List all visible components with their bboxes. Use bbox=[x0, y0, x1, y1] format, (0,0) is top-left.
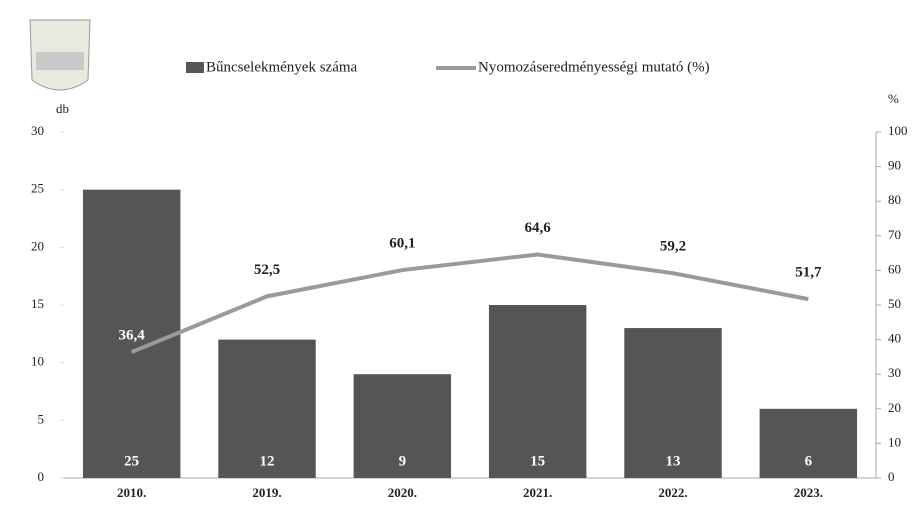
y-axis-label: db bbox=[56, 101, 69, 116]
line-value-label: 52,5 bbox=[254, 262, 280, 278]
bar bbox=[218, 339, 316, 478]
y2-tick-label: 100 bbox=[888, 123, 908, 138]
y-tick-label: 10 bbox=[31, 354, 44, 369]
y-tick-label: 5 bbox=[38, 411, 45, 426]
x-tick-label: 2020. bbox=[388, 485, 417, 500]
y-tick-label: 15 bbox=[31, 296, 44, 311]
y2-tick-label: 90 bbox=[888, 158, 901, 173]
y2-tick-label: 0 bbox=[888, 469, 895, 484]
bar-value-label: 13 bbox=[666, 453, 681, 469]
bar-value-label: 12 bbox=[260, 453, 275, 469]
line-value-label: 64,6 bbox=[525, 220, 552, 236]
y2-tick-label: 40 bbox=[888, 331, 901, 346]
x-tick-label: 2023. bbox=[794, 485, 823, 500]
y2-tick-label: 10 bbox=[888, 434, 901, 449]
x-tick-label: 2022. bbox=[658, 485, 687, 500]
y-tick-label: 30 bbox=[31, 123, 44, 138]
bar-value-label: 25 bbox=[124, 453, 139, 469]
y-tick-label: 0 bbox=[38, 469, 45, 484]
legend-label: Nyomozáseredményességi mutató (%) bbox=[478, 59, 710, 75]
line-value-label: 59,2 bbox=[660, 239, 686, 255]
x-tick-label: 2021. bbox=[523, 485, 552, 500]
bar bbox=[488, 305, 587, 478]
legend-swatch bbox=[186, 62, 204, 73]
bar bbox=[353, 374, 452, 478]
x-tick-label: 2019. bbox=[252, 485, 281, 500]
line-value-label: 51,7 bbox=[795, 265, 822, 281]
bar-value-label: 9 bbox=[399, 453, 407, 469]
y2-tick-label: 60 bbox=[888, 261, 901, 276]
y-tick-label: 20 bbox=[31, 238, 44, 253]
y2-tick-label: 20 bbox=[888, 400, 901, 415]
line-value-label: 60,1 bbox=[389, 235, 415, 251]
legend-label: Bűncselekmények száma bbox=[206, 59, 358, 75]
bar bbox=[624, 328, 722, 478]
y2-tick-label: 50 bbox=[888, 296, 901, 311]
line bbox=[130, 252, 809, 354]
line-value-label: 36,4 bbox=[119, 327, 146, 343]
bar-value-label: 6 bbox=[805, 453, 813, 469]
y2-tick-label: 70 bbox=[888, 227, 901, 242]
logo bbox=[29, 19, 91, 91]
y2-axis-label: % bbox=[888, 91, 899, 106]
y-tick-label: 25 bbox=[31, 181, 44, 196]
y2-tick-label: 80 bbox=[888, 192, 901, 207]
bar bbox=[82, 189, 181, 478]
y2-tick-label: 30 bbox=[888, 365, 901, 380]
bar bbox=[759, 408, 858, 478]
x-tick-label: 2010. bbox=[117, 485, 146, 500]
bar-value-label: 15 bbox=[530, 453, 545, 469]
